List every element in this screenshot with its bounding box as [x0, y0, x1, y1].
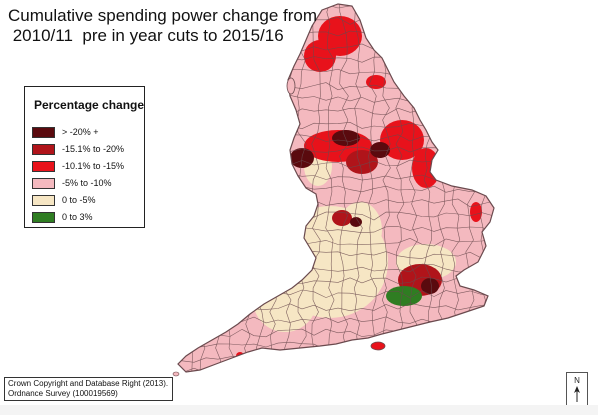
- map-title: Cumulative spending power change from 20…: [8, 6, 317, 46]
- legend-item-0-to-3: 0 to 3%: [32, 210, 93, 224]
- legend-swatch: [32, 177, 55, 189]
- isle-of-wight: [370, 341, 386, 351]
- legend-label: -5% to -10%: [62, 178, 112, 188]
- legend-label: > -20% +: [62, 127, 99, 137]
- legend-label: -10.1% to -15%: [62, 161, 125, 171]
- legend-item-15-to-20: -15.1% to -20%: [32, 142, 124, 156]
- walney-island: [286, 77, 296, 95]
- tyne-wear-zone: [366, 75, 386, 89]
- legend-swatch: [32, 160, 55, 172]
- north-arrow-icon: [574, 386, 580, 402]
- norfolk-coast-zone: [470, 202, 482, 222]
- legend-swatch: [32, 194, 55, 206]
- legend-swatch: [32, 126, 55, 138]
- map-regions: [178, 4, 494, 372]
- england-coastline: [177, 3, 495, 373]
- isles-of-scilly: [172, 371, 180, 377]
- north-letter: N: [574, 376, 580, 385]
- copyright-line-2: Ordnance Survey (100019569): [8, 389, 118, 398]
- somerset-dorset-zone: [253, 268, 317, 332]
- legend-item-5-to-10: -5% to -10%: [32, 176, 112, 190]
- west-midlands-core-zone: [350, 217, 362, 227]
- legend-item-10-to-15: -10.1% to -15%: [32, 159, 124, 173]
- legend-swatch: [32, 143, 55, 155]
- map-title-line-1: Cumulative spending power change from: [8, 6, 318, 25]
- legend-label: 0 to -5%: [62, 195, 96, 205]
- bottom-strip: [0, 405, 598, 415]
- legend: Percentage change > -20% + -15.1% to -20…: [24, 86, 145, 228]
- legend-item-0-to-5: 0 to -5%: [32, 193, 96, 207]
- legend-swatch: [32, 211, 55, 223]
- legend-label: 0 to 3%: [62, 212, 93, 222]
- map-title-line-2: 2010/11 pre in year cuts to 2015/16: [8, 26, 284, 45]
- cumbria-east-zone: [304, 40, 336, 72]
- legend-label: -15.1% to -20%: [62, 144, 125, 154]
- surrey-zone: [386, 286, 422, 306]
- north-arrow: N: [566, 372, 588, 406]
- legend-item-over-20: > -20% +: [32, 125, 99, 139]
- copyright-credit: Crown Copyright and Database Right (2013…: [4, 377, 173, 401]
- south-yorks-zone: [370, 142, 390, 158]
- copyright-line-1: Crown Copyright and Database Right (2013…: [8, 379, 169, 388]
- inner-london-zone: [421, 278, 439, 294]
- legend-title: Percentage change: [34, 98, 145, 112]
- pennine-zone: [332, 130, 360, 146]
